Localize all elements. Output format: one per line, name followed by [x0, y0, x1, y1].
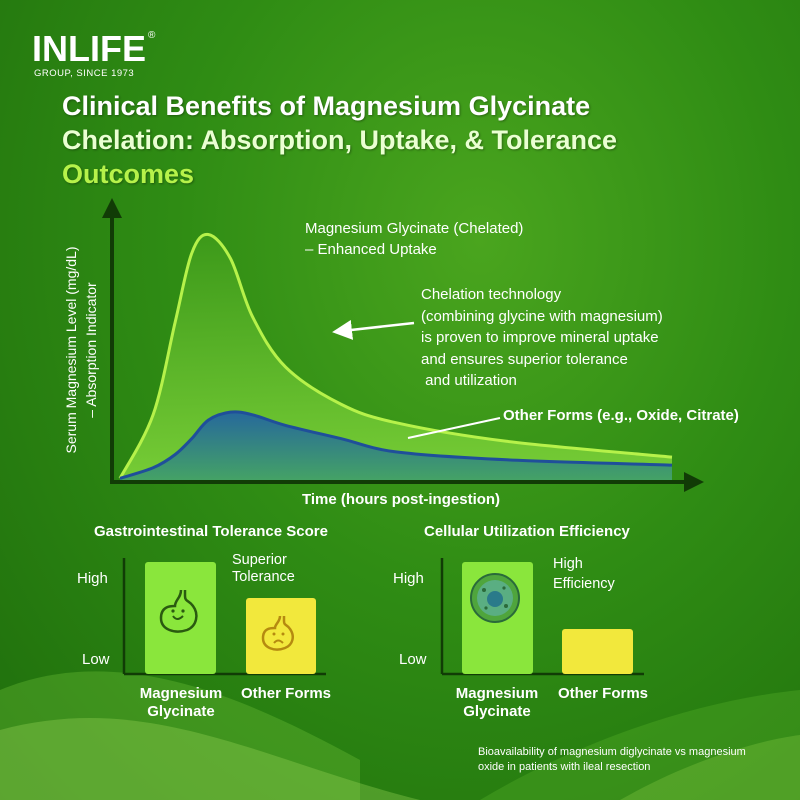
page-title-line-3: Outcomes	[62, 159, 195, 189]
cu-category-magnesium-glycinate: Magnesium Glycinate	[455, 685, 539, 720]
brand-tagline: GROUP, SINCE 1973	[34, 68, 135, 79]
happy-stomach-icon	[159, 589, 198, 633]
chelation-note-line: is proven to improve mineral uptake	[421, 329, 659, 346]
gi-bar-other-forms	[246, 598, 316, 674]
chelation-note-pointer	[332, 319, 415, 340]
chelation-note: Chelation technology (combining glycine …	[421, 284, 663, 392]
chelation-note-line: Chelation technology	[421, 286, 562, 303]
other-forms-series-line	[119, 410, 673, 480]
brand-registered-mark: ®	[148, 30, 156, 41]
footnote-line: oxide in patients with ileal resection	[478, 761, 651, 773]
cu-bar-magnesium-glycinate	[462, 562, 533, 674]
gi-ytick-low: Low	[82, 651, 110, 668]
y-axis-subtitle: – Absorption Indicator	[83, 282, 99, 418]
gi-category-other-forms: Other Forms	[240, 685, 331, 702]
chelated-series-line	[118, 232, 673, 480]
cu-bar-other-forms	[562, 629, 633, 674]
other-forms-pointer	[407, 417, 501, 439]
chelation-note-line: (combining glycine with magnesium)	[421, 307, 663, 325]
chelation-note-line: and utilization	[421, 372, 517, 389]
y-axis-arrow-icon	[102, 198, 122, 218]
brand-logo: INLIFE	[32, 28, 146, 69]
gi-category-magnesium-glycinate: Magnesium Glycinate	[139, 685, 223, 720]
gi-tolerance-title: Gastrointestinal Tolerance Score	[94, 523, 328, 540]
sad-stomach-icon	[261, 615, 294, 651]
y-axis-title: Serum Magnesium Level (mg/dL)	[63, 246, 79, 454]
x-axis-title: Time (hours post-ingestion)	[302, 491, 501, 508]
page-title-line-1: Clinical Benefits of Magnesium Glycinate	[62, 91, 591, 121]
chelated-label-line: Magnesium Glycinate (Chelated)	[305, 220, 524, 237]
chelation-note-line: and ensures superior tolerance	[421, 350, 628, 368]
other-forms-label: Other Forms (e.g., Oxide, Citrate)	[503, 407, 739, 424]
chelated-label: Magnesium Glycinate (Chelated) – Enhance…	[305, 218, 523, 260]
gi-bar-magnesium-glycinate	[145, 562, 216, 674]
cu-axes	[440, 558, 644, 676]
cell-icon	[470, 573, 520, 623]
gi-ytick-high: High	[77, 570, 108, 587]
gi-bar-note: Superior Tolerance	[232, 552, 295, 585]
cellular-utilization-title: Cellular Utilization Efficiency	[424, 523, 630, 540]
chelated-label-line: – Enhanced Uptake	[305, 241, 437, 258]
footnote-line: Bioavailability of magnesium diglycinate…	[478, 746, 746, 758]
cu-ytick-high: High	[393, 570, 424, 587]
cu-ytick-low: Low	[399, 651, 427, 668]
other-forms-area-fill	[120, 411, 672, 481]
absorption-chart	[102, 198, 704, 492]
gi-axes	[122, 558, 326, 676]
source-footnote: Bioavailability of magnesium diglycinate…	[478, 745, 746, 775]
x-axis-arrow-icon	[684, 472, 704, 492]
page-title-line-2: Chelation: Absorption, Uptake, & Toleran…	[62, 125, 618, 155]
cu-category-other-forms: Other Forms	[557, 685, 648, 702]
cu-bar-note: High Efficiency	[553, 556, 615, 592]
